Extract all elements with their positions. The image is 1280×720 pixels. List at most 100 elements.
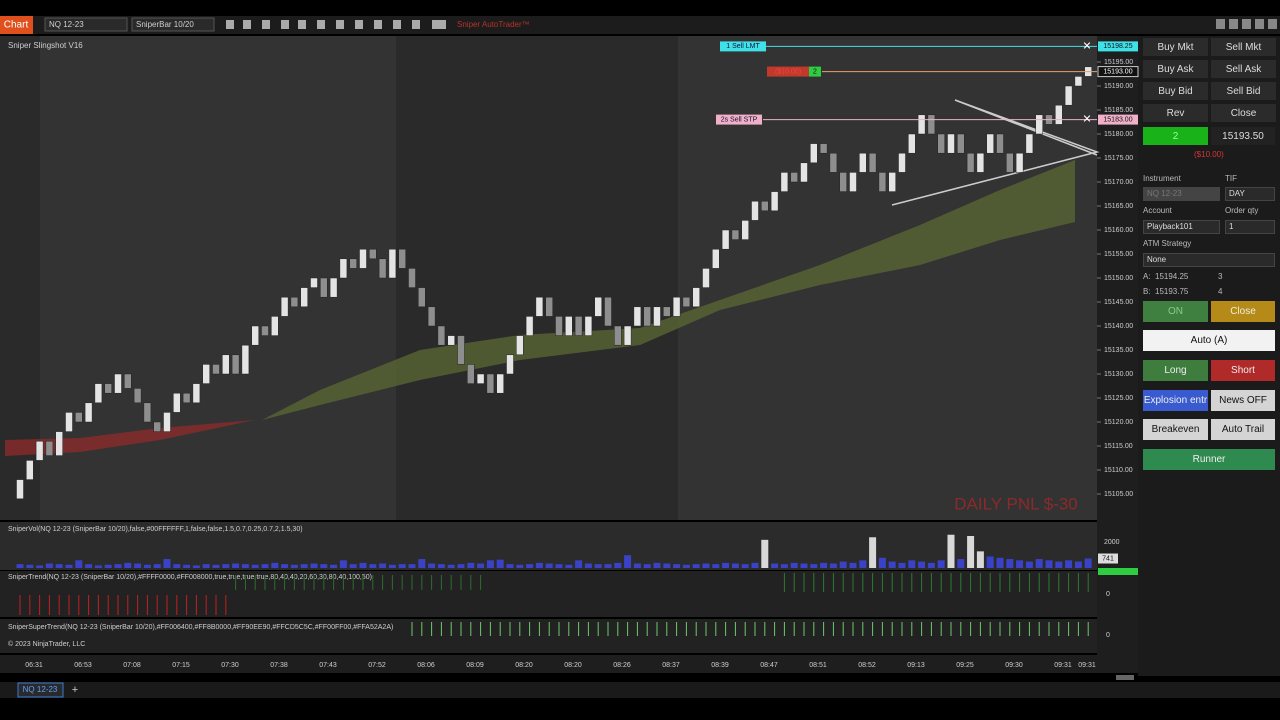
volume-bar <box>1045 560 1053 568</box>
order-button[interactable]: Sell Bid <box>1211 82 1276 100</box>
x-tick-label: 08:47 <box>760 662 778 669</box>
candle <box>996 133 1004 154</box>
candle <box>202 364 210 384</box>
copyright: © 2023 NinjaTrader, LLC <box>8 640 85 648</box>
candle <box>339 258 348 279</box>
candle <box>133 388 142 404</box>
position-qty: 2 <box>1143 127 1208 145</box>
strategy-button[interactable]: News OFF <box>1211 390 1275 411</box>
strategy-button[interactable]: Explosion entr <box>1143 390 1208 411</box>
order-qty: 2 <box>813 68 817 75</box>
x-tick-label: 08:51 <box>809 662 827 669</box>
account-select[interactable]: Playback101 <box>1143 220 1220 234</box>
time-axis <box>0 655 1138 673</box>
y-tick-label: 15180.00 <box>1104 131 1133 138</box>
volume-bar <box>584 563 592 568</box>
volume-bar <box>212 564 220 568</box>
order-button[interactable]: Rev <box>1143 104 1208 122</box>
volume-bar <box>839 561 847 568</box>
instrument-select[interactable] <box>44 17 128 32</box>
bar-type-select[interactable] <box>131 17 215 32</box>
candle <box>751 200 759 221</box>
ask-size: 3 <box>1218 272 1223 281</box>
candle <box>957 133 965 154</box>
candle <box>770 191 779 212</box>
window-controls[interactable] <box>1216 19 1277 29</box>
strategy-button[interactable]: Breakeven <box>1143 419 1208 440</box>
candle <box>741 220 749 240</box>
candle <box>320 277 328 298</box>
candle <box>261 325 269 336</box>
y-tick-label: 15160.00 <box>1104 227 1133 234</box>
candle <box>614 325 622 346</box>
candle <box>437 325 446 346</box>
volume-bar <box>457 564 465 568</box>
candle <box>241 344 250 375</box>
order-button[interactable]: Buy Bid <box>1143 82 1208 100</box>
candle <box>369 248 377 260</box>
atm-label: ATM Strategy <box>1143 239 1192 248</box>
volume-bar <box>496 559 504 568</box>
volume-bar <box>996 557 1004 568</box>
add-tab[interactable]: + <box>72 684 78 696</box>
candle <box>555 316 563 336</box>
order-button[interactable]: Sell Ask <box>1211 60 1276 78</box>
volume-bar <box>163 559 171 568</box>
toolbar-icons[interactable] <box>226 20 446 29</box>
chart-tab[interactable] <box>0 16 33 34</box>
order-button[interactable]: Buy Mkt <box>1143 38 1208 56</box>
volume-bar <box>545 563 553 568</box>
strategy-button[interactable]: Runner <box>1143 449 1275 470</box>
order-button[interactable]: Close <box>1211 104 1276 122</box>
x-tick-label: 07:52 <box>368 662 386 669</box>
strategy-button[interactable]: ON <box>1143 301 1208 322</box>
candle <box>1015 152 1024 173</box>
order-button[interactable]: Sell Mkt <box>1211 38 1276 56</box>
x-tick-label: 08:37 <box>662 662 680 669</box>
candle <box>418 287 426 308</box>
tif-select[interactable]: DAY <box>1225 187 1275 201</box>
candle <box>643 306 651 327</box>
candle <box>388 248 397 279</box>
volume-bar <box>1025 561 1033 568</box>
order-tag <box>720 41 766 52</box>
volume-bar <box>1055 561 1063 568</box>
volume-bar <box>1084 558 1092 568</box>
volume-bar <box>36 565 44 568</box>
volume-bar <box>134 563 142 568</box>
trend-badge <box>1098 568 1138 575</box>
atm-select[interactable]: None <box>1143 253 1275 267</box>
y-tick-label: 0 <box>1106 632 1110 639</box>
price-axis <box>1097 36 1138 656</box>
volume-bar <box>771 563 779 568</box>
volume-bar <box>673 564 681 568</box>
volume-bar <box>633 563 641 568</box>
scrollbar[interactable] <box>1116 675 1134 680</box>
candle <box>516 335 524 356</box>
strategy-button[interactable]: Close <box>1211 301 1275 322</box>
price-badge-label: 15198.25 <box>1103 43 1132 50</box>
strategy-button[interactable]: Long <box>1143 360 1208 381</box>
volume-bar <box>300 564 308 568</box>
volume-bar <box>555 564 563 568</box>
volume-bar <box>761 539 769 568</box>
y-tick-label: 15185.00 <box>1104 107 1133 114</box>
instrument-select[interactable]: NQ 12-23 <box>1143 187 1220 201</box>
x-tick-label: 09:30 <box>1005 662 1023 669</box>
tab-label[interactable]: NQ 12-23 <box>23 685 58 694</box>
price-badge-label: 15183.00 <box>1103 116 1132 123</box>
order-button[interactable]: Buy Ask <box>1143 60 1208 78</box>
ask-price: 15194.25 <box>1155 272 1189 281</box>
volume-bar <box>1006 559 1014 568</box>
volume-bar <box>486 560 494 568</box>
qty-input[interactable]: 1 <box>1225 220 1275 234</box>
tab[interactable] <box>17 682 64 698</box>
strategy-button[interactable]: Auto Trail <box>1211 419 1275 440</box>
app-label: Chart <box>4 20 29 31</box>
volume-bar <box>614 562 622 568</box>
strategy-button[interactable]: Auto (A) <box>1143 330 1275 351</box>
candle <box>761 200 769 212</box>
volume-bar <box>271 562 279 568</box>
candle <box>192 383 201 404</box>
strategy-button[interactable]: Short <box>1211 360 1275 381</box>
